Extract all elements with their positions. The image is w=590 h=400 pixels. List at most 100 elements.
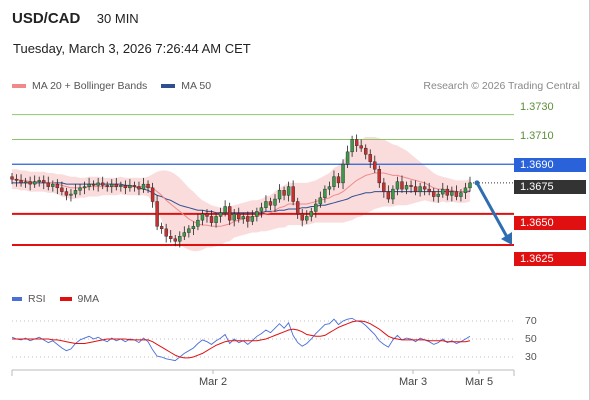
candle-body	[200, 213, 205, 221]
candle-body	[359, 145, 363, 149]
candle-body	[264, 201, 268, 208]
candle-body	[146, 183, 150, 189]
candle-body	[218, 212, 223, 217]
candle-body	[69, 193, 73, 196]
legend-rsi-label: RSI	[28, 293, 46, 305]
candle-body	[273, 198, 277, 206]
axis-layer	[11, 369, 515, 376]
candle-body	[14, 178, 19, 181]
forecast-arrow-shaft	[475, 182, 509, 238]
candle-body	[10, 176, 14, 180]
candle-body	[42, 180, 46, 184]
candle-body	[209, 216, 214, 223]
rsi-layer	[11, 317, 514, 362]
candle-body	[37, 180, 41, 182]
candle-body	[87, 183, 91, 187]
research-credit: Research © 2026 Trading Central	[423, 80, 580, 92]
candle-body	[309, 211, 313, 217]
candle-body	[182, 232, 187, 237]
candle-body	[237, 213, 241, 220]
candle-body	[427, 188, 431, 192]
candle-body	[400, 181, 404, 190]
candle-body	[28, 181, 32, 185]
candle-body	[191, 226, 196, 230]
candle-body	[82, 186, 87, 189]
candle-body	[173, 238, 177, 242]
candle-body	[78, 187, 82, 191]
candle-body	[55, 183, 60, 189]
candle-body	[468, 182, 472, 189]
candle-body	[232, 213, 236, 221]
candle-body	[187, 228, 191, 233]
level-tag-1: 1.3730	[520, 101, 554, 113]
level-tag-5: 1.3650	[514, 216, 586, 230]
rsi-tick-30: 30	[525, 351, 537, 363]
candle-body	[119, 185, 123, 187]
rsi-tick-50: 50	[525, 333, 537, 345]
candle-body	[132, 185, 137, 187]
legend-ma20-label: MA 20 + Bollinger Bands	[32, 80, 148, 92]
candle-body	[241, 216, 245, 220]
candle-body	[450, 191, 454, 196]
legend-rsi: RSI	[12, 293, 46, 305]
timeframe-label: 30 MIN	[96, 11, 139, 26]
candle-body	[354, 139, 359, 146]
candle-body	[314, 203, 318, 212]
rsi-line	[11, 317, 471, 362]
candle-body	[141, 183, 146, 190]
legend-ma50: MA 50	[161, 80, 211, 92]
x-tick-mar5: Mar 5	[464, 376, 494, 388]
candle-body	[441, 188, 445, 195]
candle-body	[341, 164, 345, 184]
candle-body	[259, 207, 264, 212]
candle-body	[395, 181, 400, 190]
candle-body	[114, 183, 118, 187]
candle-body	[159, 226, 164, 230]
candle-body	[418, 186, 422, 192]
current-price-tag: 1.3675	[514, 180, 586, 194]
candle-body	[250, 216, 255, 222]
candle-body	[282, 190, 286, 196]
candle-body	[445, 188, 450, 196]
rsi-tick-70: 70	[525, 315, 537, 327]
candle-body	[386, 191, 391, 200]
bollinger-band	[12, 136, 470, 252]
candle-body	[454, 191, 459, 197]
candle-body	[96, 182, 100, 186]
candle-body	[391, 188, 395, 200]
candle-body	[350, 139, 354, 153]
datetime-label: Tuesday, March 3, 2026 7:26:44 AM CET	[13, 41, 251, 56]
symbol-title: USD/CAD	[12, 10, 81, 27]
candle-body	[291, 186, 295, 202]
x-tick-mar3: Mar 3	[398, 376, 428, 388]
candle-body	[105, 185, 109, 187]
candle-body	[46, 182, 50, 187]
candle-body	[422, 186, 427, 190]
candle-body	[196, 219, 200, 227]
candle-body	[155, 201, 159, 227]
candle-body	[432, 191, 436, 197]
ma9-swatch	[59, 297, 72, 301]
candle-body	[60, 187, 64, 192]
candle-body	[459, 192, 463, 197]
level-tag-2: 1.3710	[520, 130, 554, 142]
candle-body	[300, 213, 304, 221]
candle-body	[409, 185, 413, 187]
price-legend: MA 20 + Bollinger Bands MA 50	[12, 80, 211, 92]
candle-body	[246, 216, 250, 222]
rsi-9ma-line	[12, 320, 471, 359]
candle-body	[277, 190, 282, 200]
legend-ma20: MA 20 + Bollinger Bands	[12, 80, 147, 92]
candle-body	[150, 187, 155, 202]
legend-9ma-label: 9MA	[77, 293, 100, 305]
candle-body	[377, 169, 382, 184]
candle-body	[295, 201, 300, 215]
candle-body	[463, 187, 468, 194]
candle-body	[368, 154, 372, 162]
candle-body	[32, 181, 37, 185]
x-tick-mar2: Mar 2	[198, 376, 228, 388]
candle-body	[255, 211, 259, 217]
candle-body	[373, 161, 377, 170]
bollinger-band-layer	[12, 136, 470, 252]
